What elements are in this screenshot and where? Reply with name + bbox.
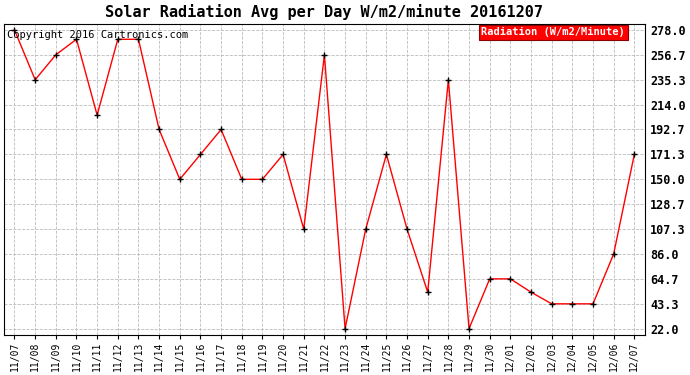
- Title: Solar Radiation Avg per Day W/m2/minute 20161207: Solar Radiation Avg per Day W/m2/minute …: [106, 4, 544, 20]
- Text: Radiation (W/m2/Minute): Radiation (W/m2/Minute): [482, 27, 625, 37]
- Text: Copyright 2016 Cartronics.com: Copyright 2016 Cartronics.com: [8, 30, 188, 40]
